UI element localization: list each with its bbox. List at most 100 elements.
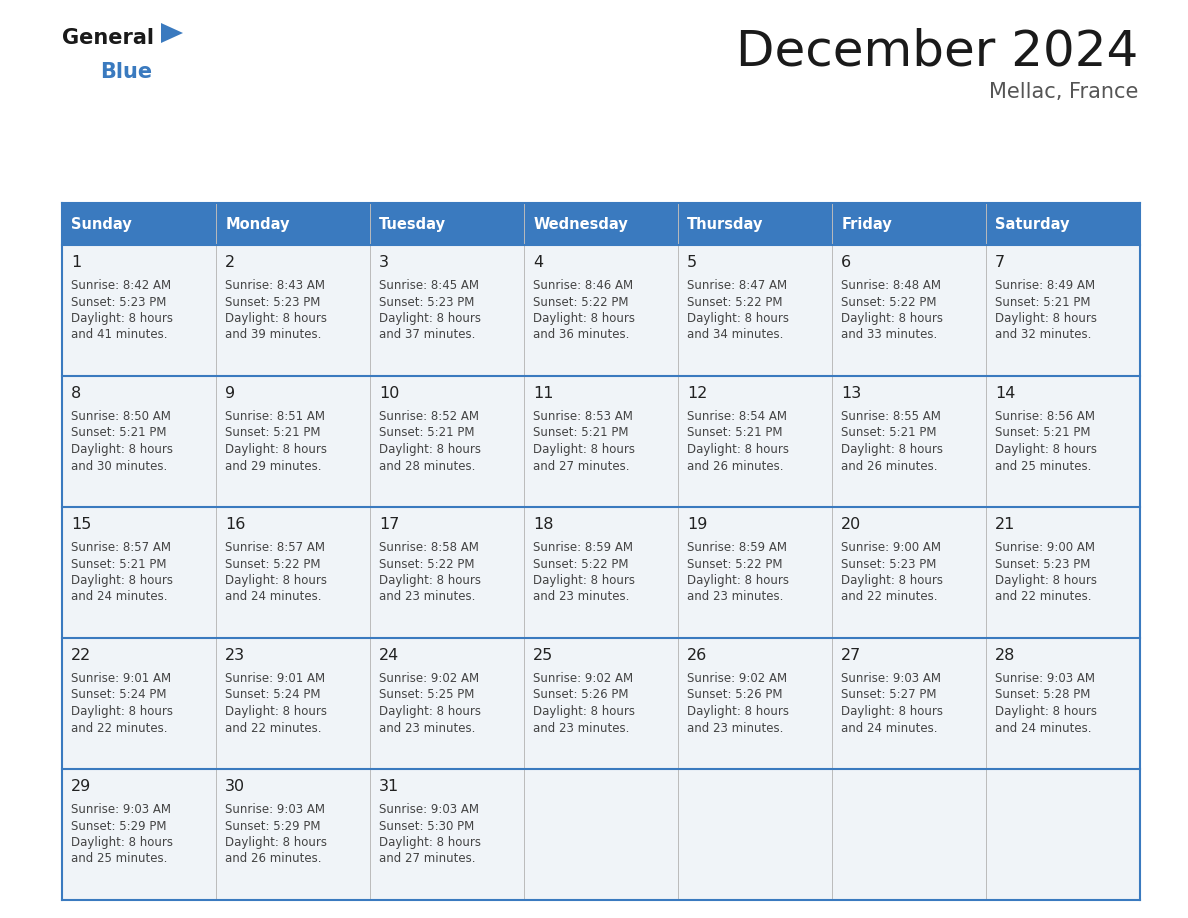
Text: Sunset: 5:24 PM: Sunset: 5:24 PM [226, 688, 321, 701]
Bar [524, 376, 678, 507]
Text: 1: 1 [71, 255, 82, 270]
Text: and 24 minutes.: and 24 minutes. [226, 590, 322, 603]
Text: Sunrise: 8:56 AM: Sunrise: 8:56 AM [996, 410, 1095, 423]
Text: Sunset: 5:22 PM: Sunset: 5:22 PM [379, 557, 475, 570]
Text: 15: 15 [71, 517, 91, 532]
Bar [369, 507, 524, 638]
Text: Sunrise: 8:54 AM: Sunrise: 8:54 AM [687, 410, 788, 423]
Bar [832, 376, 986, 507]
Polygon shape [162, 23, 183, 43]
Text: and 36 minutes.: and 36 minutes. [533, 329, 630, 341]
Text: Sunrise: 8:47 AM: Sunrise: 8:47 AM [687, 279, 788, 292]
Text: Sunset: 5:21 PM: Sunset: 5:21 PM [996, 427, 1091, 440]
Text: Sunset: 5:23 PM: Sunset: 5:23 PM [841, 557, 936, 570]
Text: Sunrise: 8:48 AM: Sunrise: 8:48 AM [841, 279, 941, 292]
Bar [986, 203, 1140, 245]
Bar [832, 507, 986, 638]
Text: and 27 minutes.: and 27 minutes. [379, 853, 475, 866]
Text: Wednesday: Wednesday [533, 217, 628, 231]
Text: Sunrise: 9:02 AM: Sunrise: 9:02 AM [533, 672, 633, 685]
Text: and 39 minutes.: and 39 minutes. [226, 329, 322, 341]
Text: Daylight: 8 hours: Daylight: 8 hours [687, 312, 789, 325]
Text: Sunset: 5:21 PM: Sunset: 5:21 PM [996, 296, 1091, 308]
Text: Sunset: 5:29 PM: Sunset: 5:29 PM [71, 820, 166, 833]
Text: and 23 minutes.: and 23 minutes. [533, 722, 630, 734]
Text: Sunrise: 8:51 AM: Sunrise: 8:51 AM [226, 410, 326, 423]
Text: Sunrise: 8:50 AM: Sunrise: 8:50 AM [71, 410, 171, 423]
Text: and 23 minutes.: and 23 minutes. [687, 722, 784, 734]
Text: and 22 minutes.: and 22 minutes. [71, 722, 168, 734]
Text: Sunset: 5:22 PM: Sunset: 5:22 PM [841, 296, 937, 308]
Text: and 24 minutes.: and 24 minutes. [996, 722, 1092, 734]
Bar [62, 638, 216, 769]
Text: and 26 minutes.: and 26 minutes. [226, 853, 322, 866]
Text: Daylight: 8 hours: Daylight: 8 hours [996, 705, 1098, 718]
Text: Sunrise: 9:01 AM: Sunrise: 9:01 AM [71, 672, 171, 685]
Text: 21: 21 [996, 517, 1016, 532]
Text: and 25 minutes.: and 25 minutes. [996, 460, 1092, 473]
Text: 14: 14 [996, 386, 1016, 401]
Bar [216, 376, 369, 507]
Text: Sunrise: 9:03 AM: Sunrise: 9:03 AM [71, 803, 171, 816]
Bar [524, 769, 678, 900]
Text: and 29 minutes.: and 29 minutes. [226, 460, 322, 473]
Text: Sunset: 5:21 PM: Sunset: 5:21 PM [533, 427, 628, 440]
Text: Sunset: 5:21 PM: Sunset: 5:21 PM [71, 557, 166, 570]
Text: 25: 25 [533, 648, 554, 663]
Text: Daylight: 8 hours: Daylight: 8 hours [379, 443, 481, 456]
Text: Sunrise: 8:57 AM: Sunrise: 8:57 AM [71, 541, 171, 554]
Bar [832, 203, 986, 245]
Bar [216, 245, 369, 376]
Text: Sunrise: 8:59 AM: Sunrise: 8:59 AM [533, 541, 633, 554]
Text: 23: 23 [226, 648, 246, 663]
Bar [216, 203, 369, 245]
Text: 12: 12 [687, 386, 708, 401]
Bar [524, 245, 678, 376]
Text: 29: 29 [71, 779, 91, 794]
Text: Sunset: 5:23 PM: Sunset: 5:23 PM [71, 296, 166, 308]
Text: and 22 minutes.: and 22 minutes. [841, 590, 937, 603]
Text: and 25 minutes.: and 25 minutes. [71, 853, 168, 866]
Text: Daylight: 8 hours: Daylight: 8 hours [533, 705, 636, 718]
Text: Daylight: 8 hours: Daylight: 8 hours [379, 312, 481, 325]
Text: 4: 4 [533, 255, 543, 270]
Text: 20: 20 [841, 517, 861, 532]
Bar [216, 507, 369, 638]
Text: 17: 17 [379, 517, 399, 532]
Text: Mellac, France: Mellac, France [988, 82, 1138, 102]
Text: Sunrise: 9:03 AM: Sunrise: 9:03 AM [996, 672, 1095, 685]
Bar [216, 638, 369, 769]
Text: 5: 5 [687, 255, 697, 270]
Text: Daylight: 8 hours: Daylight: 8 hours [226, 836, 327, 849]
Text: Sunrise: 8:42 AM: Sunrise: 8:42 AM [71, 279, 171, 292]
Text: Daylight: 8 hours: Daylight: 8 hours [226, 574, 327, 587]
Text: Sunset: 5:22 PM: Sunset: 5:22 PM [687, 296, 783, 308]
Text: 19: 19 [687, 517, 708, 532]
Bar [678, 203, 832, 245]
Text: and 24 minutes.: and 24 minutes. [841, 722, 937, 734]
Text: Sunrise: 8:58 AM: Sunrise: 8:58 AM [379, 541, 479, 554]
Text: General: General [62, 28, 154, 48]
Bar [678, 638, 832, 769]
Bar [369, 203, 524, 245]
Text: 16: 16 [226, 517, 246, 532]
Bar [678, 245, 832, 376]
Text: 22: 22 [71, 648, 91, 663]
Text: 2: 2 [226, 255, 235, 270]
Text: Daylight: 8 hours: Daylight: 8 hours [226, 705, 327, 718]
Text: and 27 minutes.: and 27 minutes. [533, 460, 630, 473]
Bar [986, 507, 1140, 638]
Bar [832, 638, 986, 769]
Bar [678, 769, 832, 900]
Text: Daylight: 8 hours: Daylight: 8 hours [71, 574, 173, 587]
Text: Daylight: 8 hours: Daylight: 8 hours [533, 574, 636, 587]
Text: 28: 28 [996, 648, 1016, 663]
Text: Daylight: 8 hours: Daylight: 8 hours [687, 574, 789, 587]
Text: Daylight: 8 hours: Daylight: 8 hours [379, 705, 481, 718]
Text: Sunset: 5:21 PM: Sunset: 5:21 PM [226, 427, 321, 440]
Text: Sunrise: 8:43 AM: Sunrise: 8:43 AM [226, 279, 326, 292]
Text: Blue: Blue [100, 62, 152, 82]
Text: Daylight: 8 hours: Daylight: 8 hours [841, 574, 943, 587]
Text: and 26 minutes.: and 26 minutes. [841, 460, 937, 473]
Text: and 34 minutes.: and 34 minutes. [687, 329, 784, 341]
